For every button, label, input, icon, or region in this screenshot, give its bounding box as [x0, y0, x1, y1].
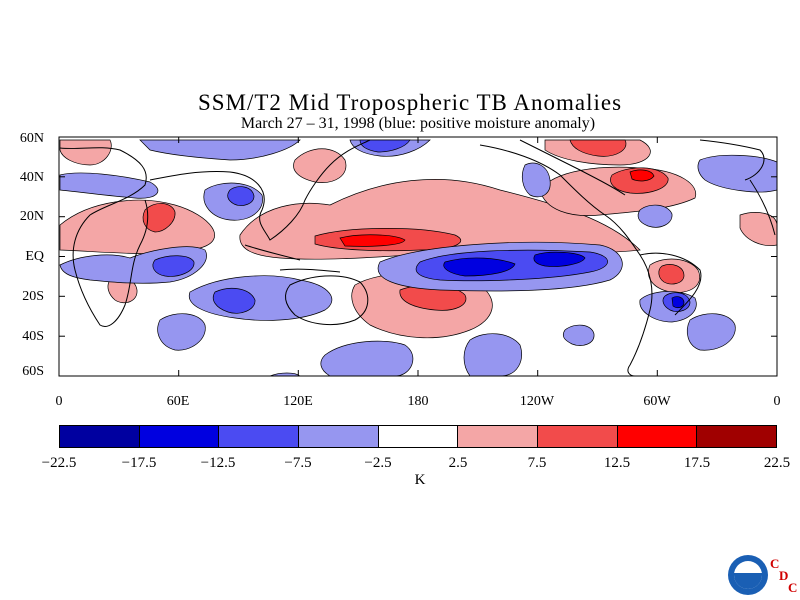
lon-label: 120E [283, 394, 313, 409]
negative-anomaly-region [463, 333, 522, 376]
coastlines [59, 139, 776, 376]
negative-anomaly-region [139, 139, 301, 161]
negative-anomaly-region [637, 204, 673, 228]
colorbar-segment [538, 426, 618, 447]
positive-anomaly-region [739, 212, 777, 246]
coastline-americas [479, 144, 653, 376]
lat-label: 60S [22, 364, 44, 379]
negative-anomaly-region [443, 257, 516, 277]
colorbar-label: −22.5 [41, 455, 77, 471]
positive-anomaly-region [339, 234, 406, 247]
colorbar-label: −17.5 [121, 455, 157, 471]
colorbar-segment [378, 426, 459, 447]
positive-anomaly-region [59, 139, 112, 166]
colorbar-segment [299, 426, 379, 447]
positive-anomaly-region [569, 139, 627, 157]
negative-anomaly-region [188, 275, 333, 321]
colorbar-segment [617, 426, 698, 447]
cdc-letter: C [770, 556, 780, 571]
lon-label: 60W [643, 394, 671, 409]
lat-label: 20S [22, 289, 44, 304]
coastline-maritime-asia [244, 244, 341, 273]
negative-anomaly-region [320, 340, 414, 376]
coastline-north-america [519, 139, 626, 196]
positive-anomaly-region [658, 264, 685, 285]
colorbar-segment [458, 426, 539, 447]
lon-ticks [178, 137, 658, 376]
lat-label: 40N [19, 170, 44, 185]
cdc-letter: D [779, 568, 789, 583]
lat-ticks [59, 136, 777, 337]
negative-anomaly-region [671, 296, 685, 309]
colorbar-label: 12.5 [603, 455, 631, 471]
negative-anomaly-region [212, 287, 256, 314]
negative-anomaly-region [227, 186, 255, 206]
positive-anomaly-region [293, 148, 347, 183]
coastline-north-america [749, 179, 776, 236]
positive-anomaly-region [142, 203, 176, 233]
lat-label: 40S [22, 329, 44, 344]
colorbar [59, 425, 777, 448]
negative-anomaly-region [152, 255, 195, 277]
coastline-americas [639, 252, 702, 316]
lat-label: 20N [19, 209, 44, 224]
colorbar-label: 2.5 [448, 455, 468, 471]
colorbar-segment [60, 426, 140, 447]
map-subtitle: March 27 – 31, 1998 (blue: positive mois… [240, 115, 596, 132]
colorbar-label: −7.5 [284, 455, 312, 471]
lon-label: 0 [773, 394, 781, 409]
negative-anomaly-region [686, 313, 736, 351]
coastline-greenland [699, 139, 765, 181]
lon-label: 120W [519, 394, 555, 409]
lon-label: 180 [407, 394, 429, 409]
colorbar-segment [697, 426, 777, 447]
colorbar-label: 7.5 [527, 455, 547, 471]
positive-anomaly-region [629, 169, 655, 182]
negative-anomaly-region [59, 172, 159, 199]
negative-anomaly-region [521, 162, 551, 198]
cdc-letter: C [788, 580, 798, 595]
noaa-logo-wave [734, 573, 762, 589]
negative-anomaly-region [157, 313, 206, 351]
coastline-australia [284, 275, 369, 325]
map-title: SSM/T2 Mid Tropospheric TB Anomalies [197, 90, 623, 115]
lat-label: 60N [19, 131, 44, 146]
coastline-asia [149, 139, 371, 241]
negative-anomaly-region [359, 139, 411, 153]
lon-label: 0 [55, 394, 63, 409]
lat-label: EQ [25, 249, 44, 264]
colorbar-segment [219, 426, 300, 447]
colorbar-segment [139, 426, 220, 447]
negative-anomaly-region [697, 154, 777, 193]
negative-anomaly-region [533, 251, 586, 267]
coastline-africa-europe [59, 147, 149, 327]
lon-label: 60E [166, 394, 190, 409]
negative-anomaly-region [562, 324, 595, 346]
colorbar-label: −12.5 [200, 455, 236, 471]
colorbar-label: 17.5 [683, 455, 711, 471]
colorbar-unit: K [414, 472, 426, 488]
colorbar-label: 22.5 [763, 455, 791, 471]
noaa-logo-icon [728, 555, 768, 595]
positive-anomaly-region [59, 199, 215, 254]
colorbar-label: −2.5 [364, 455, 392, 471]
